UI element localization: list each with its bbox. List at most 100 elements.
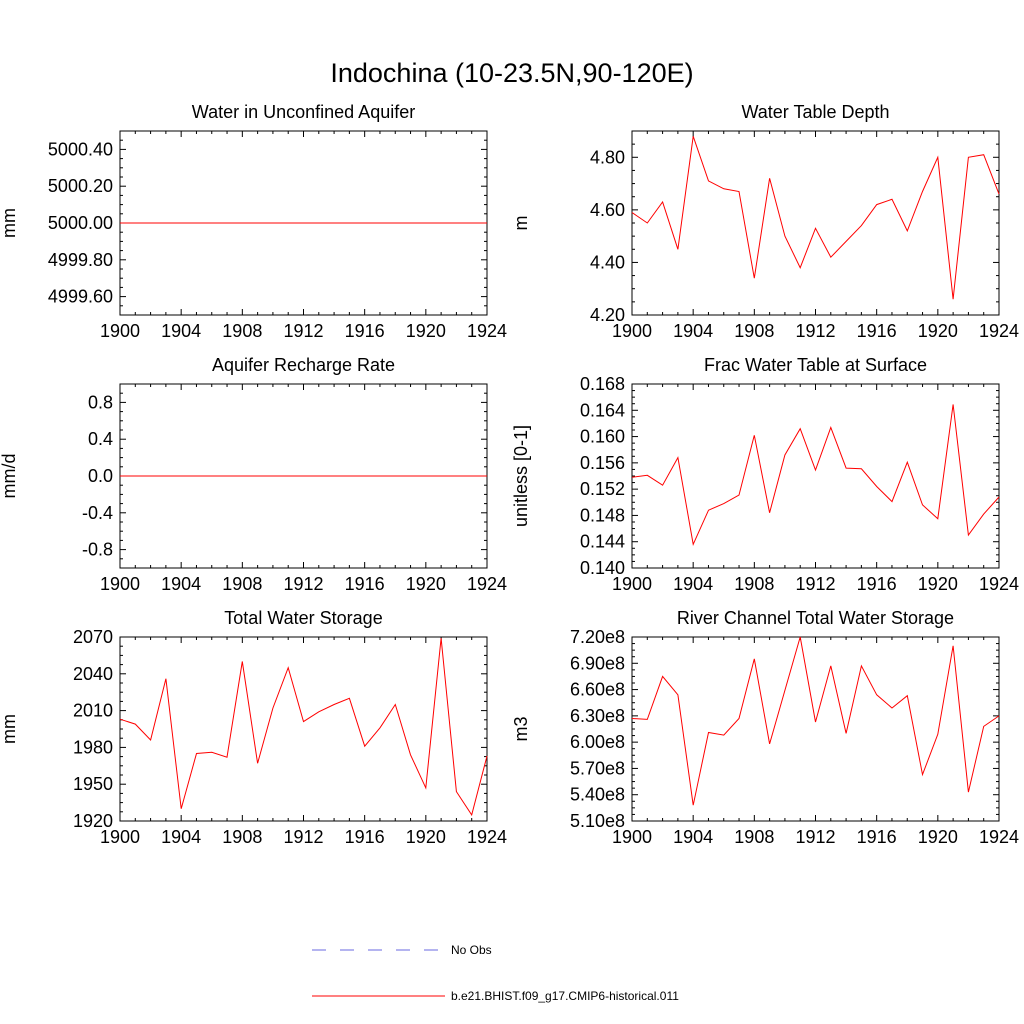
x-tick-label: 1920 [406, 321, 446, 341]
x-tick-label: 1900 [612, 574, 652, 594]
x-tick-label: 1908 [734, 827, 774, 847]
x-tick-label: 1912 [795, 574, 835, 594]
x-tick-label: 1900 [100, 574, 140, 594]
y-tick-label: 0.0 [88, 466, 113, 486]
y-tick-label: 7.20e8 [570, 627, 625, 647]
y-tick-label: 2010 [73, 701, 113, 721]
y-tick-label: 0.8 [88, 392, 113, 412]
y-tick-label: 0.168 [580, 374, 625, 394]
x-tick-label: 1904 [673, 574, 713, 594]
y-tick-label: -0.8 [82, 540, 113, 560]
x-tick-label: 1912 [283, 574, 323, 594]
panels-group: Water in Unconfined Aquifer 1900 1904 1908 1… [0, 102, 1019, 847]
y-tick-label: 5000.40 [48, 139, 113, 159]
y-tick-label: 6.60e8 [570, 680, 625, 700]
y-axis-label: mm [0, 714, 19, 744]
x-tick-label: 1900 [100, 321, 140, 341]
x-tick-label: 1904 [673, 827, 713, 847]
y-tick-label: 5.10e8 [570, 811, 625, 831]
x-tick-label: 1920 [406, 827, 446, 847]
x-tick-label: 1924 [467, 574, 507, 594]
y-tick-label: 2040 [73, 664, 113, 684]
y-tick-label: 0.140 [580, 558, 625, 578]
legend-label-no-obs: No Obs [451, 943, 492, 957]
panel-total-water-storage: Total Water Storage 1900 1904 1908 1912 1916 1… [0, 608, 507, 847]
series-line [119, 638, 488, 817]
x-tick-label: 1924 [979, 827, 1019, 847]
y-tick-label: 1920 [73, 811, 113, 831]
y-tick-label: 4999.60 [48, 287, 113, 307]
y-tick-label: 5.40e8 [570, 785, 625, 805]
y-tick-label: 5000.20 [48, 176, 113, 196]
y-tick-label: 5.70e8 [570, 758, 625, 778]
series-line [631, 404, 1000, 546]
legend-label-model-run: b.e21.BHIST.f09_g17.CMIP6-historical.011 [451, 989, 679, 1003]
panel-title: Aquifer Recharge Rate [212, 355, 395, 375]
panel-frac-water-table-at-surface: Frac Water Table at Surface 1900 1904 1908 1… [511, 355, 1019, 594]
x-tick-label: 1924 [979, 574, 1019, 594]
y-tick-label: 6.90e8 [570, 653, 625, 673]
x-tick-label: 1916 [345, 827, 385, 847]
x-tick-label: 1904 [161, 827, 201, 847]
x-tick-label: 1920 [918, 827, 958, 847]
y-tick-label: 0.4 [88, 429, 113, 449]
legend: No Obs b.e21.BHIST.f09_g17.CMIP6-histori… [312, 943, 679, 1003]
y-tick-label: 0.160 [580, 427, 625, 447]
x-tick-label: 1916 [345, 321, 385, 341]
x-tick-label: 1908 [222, 574, 262, 594]
x-tick-label: 1900 [612, 321, 652, 341]
y-tick-label: 4.80 [590, 147, 625, 167]
figure-title: Indochina (10-23.5N,90-120E) [330, 58, 693, 88]
x-tick-label: 1900 [100, 827, 140, 847]
panel-water-table-depth: Water Table Depth 1900 1904 1908 1912 1916 192… [511, 102, 1019, 341]
x-tick-label: 1912 [283, 827, 323, 847]
x-tick-label: 1920 [406, 574, 446, 594]
y-tick-label: 0.152 [580, 479, 625, 499]
panel-aquifer-recharge-rate: Aquifer Recharge Rate 1900 1904 1908 1912 191… [0, 355, 507, 594]
y-tick-label: 0.164 [580, 400, 625, 420]
x-tick-label: 1908 [222, 827, 262, 847]
y-tick-label: 1980 [73, 737, 113, 757]
x-tick-label: 1916 [857, 321, 897, 341]
x-tick-label: 1912 [795, 827, 835, 847]
x-tick-label: 1924 [467, 321, 507, 341]
x-tick-label: 1912 [795, 321, 835, 341]
y-tick-label: 5000.00 [48, 213, 113, 233]
series-line [631, 136, 1000, 300]
y-tick-label: 6.00e8 [570, 732, 625, 752]
panel-water-in-unconfined-aquifer: Water in Unconfined Aquifer 1900 1904 1908 1… [0, 102, 507, 341]
y-axis-label: m [511, 216, 531, 231]
y-axis-label: m3 [511, 716, 531, 741]
x-tick-label: 1920 [918, 321, 958, 341]
series-line [631, 636, 1000, 806]
x-tick-label: 1900 [612, 827, 652, 847]
x-tick-label: 1908 [734, 574, 774, 594]
y-tick-label: 4.40 [590, 252, 625, 272]
y-tick-label: 6.30e8 [570, 706, 625, 726]
y-axis-label: mm/d [0, 454, 19, 499]
y-axis-label: mm [0, 208, 19, 238]
y-tick-label: 4999.80 [48, 250, 113, 270]
x-tick-label: 1904 [161, 321, 201, 341]
x-tick-label: 1908 [734, 321, 774, 341]
panel-title: River Channel Total Water Storage [677, 608, 954, 628]
x-tick-label: 1916 [857, 574, 897, 594]
x-tick-label: 1912 [283, 321, 323, 341]
y-tick-label: 2070 [73, 627, 113, 647]
x-tick-label: 1924 [467, 827, 507, 847]
y-tick-label: 4.20 [590, 305, 625, 325]
x-tick-label: 1916 [857, 827, 897, 847]
x-tick-label: 1924 [979, 321, 1019, 341]
panel-title: Total Water Storage [224, 608, 382, 628]
y-tick-label: 0.148 [580, 505, 625, 525]
y-axis-label: unitless [0-1] [511, 425, 531, 527]
x-tick-label: 1920 [918, 574, 958, 594]
panel-river-channel-total-water-storage: River Channel Total Water Storage 1900 190… [511, 608, 1019, 847]
y-tick-label: 0.156 [580, 453, 625, 473]
y-tick-label: 4.60 [590, 200, 625, 220]
x-tick-label: 1908 [222, 321, 262, 341]
y-tick-label: 0.144 [580, 532, 625, 552]
panel-title: Frac Water Table at Surface [704, 355, 927, 375]
x-tick-label: 1904 [673, 321, 713, 341]
